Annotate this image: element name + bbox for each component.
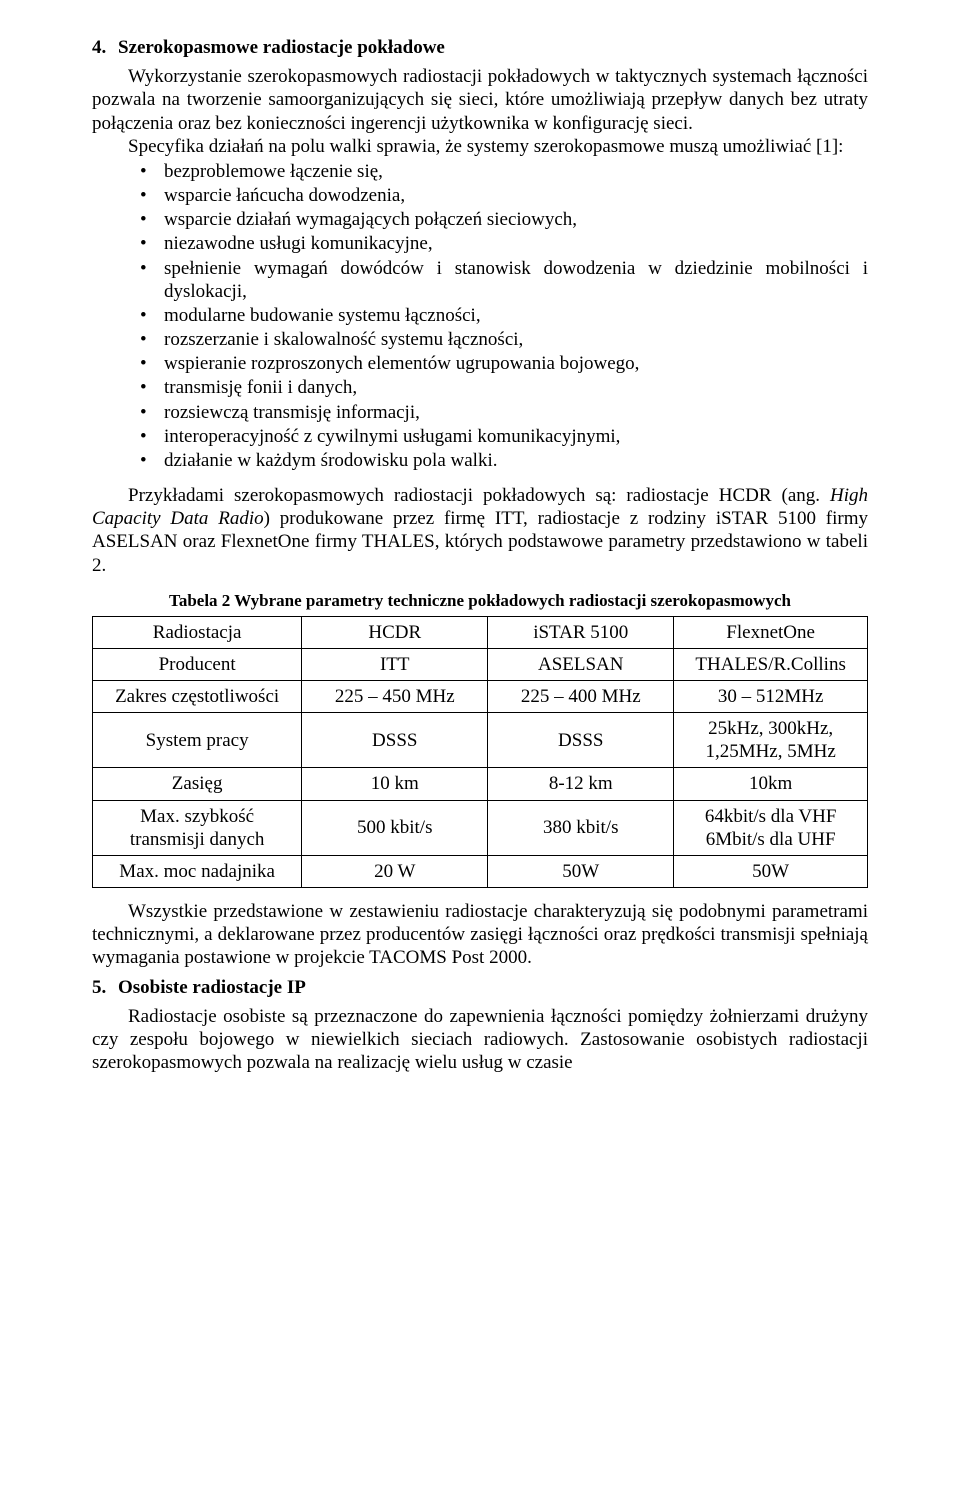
- table-cell: 25kHz, 300kHz, 1,25MHz, 5MHz: [674, 713, 868, 768]
- table-row: Producent ITT ASELSAN THALES/R.Collins: [93, 648, 868, 680]
- table-header-cell: iSTAR 5100: [488, 616, 674, 648]
- list-item: niezawodne usługi komunikacyjne,: [164, 232, 868, 255]
- table-cell: ITT: [302, 648, 488, 680]
- list-item: rozsiewczą transmisję informacji,: [164, 401, 868, 424]
- table-row: Max. moc nadajnika 20 W 50W 50W: [93, 855, 868, 887]
- table-cell: DSSS: [302, 713, 488, 768]
- section-5-heading: 5.Osobiste radiostacje IP: [92, 976, 868, 999]
- table-cell: System pracy: [93, 713, 302, 768]
- table-cell: ASELSAN: [488, 648, 674, 680]
- table-cell: 8-12 km: [488, 768, 674, 800]
- section-4-number: 4.: [92, 36, 118, 59]
- spacer: [92, 888, 868, 900]
- table-cell: DSSS: [488, 713, 674, 768]
- table-cell: 10 km: [302, 768, 488, 800]
- table-cell: Zakres częstotliwości: [93, 680, 302, 712]
- section-5-para-1: Radiostacje osobiste są przeznaczone do …: [92, 1005, 868, 1075]
- table-header-cell: FlexnetOne: [674, 616, 868, 648]
- table-cell: 64kbit/s dla VHF 6Mbit/s dla UHF: [674, 800, 868, 855]
- after-table-para: Wszystkie przedstawione w zestawieniu ra…: [92, 900, 868, 970]
- table-cell: 30 – 512MHz: [674, 680, 868, 712]
- section-5-number: 5.: [92, 976, 118, 999]
- table-row: Zakres częstotliwości 225 – 450 MHz 225 …: [93, 680, 868, 712]
- table-header-row: Radiostacja HCDR iSTAR 5100 FlexnetOne: [93, 616, 868, 648]
- table-cell: Max. szybkość transmisji danych: [93, 800, 302, 855]
- section-4-para-1: Wykorzystanie szerokopasmowych radiostac…: [92, 65, 868, 135]
- list-item: wsparcie łańcucha dowodzenia,: [164, 184, 868, 207]
- table-row: Max. szybkość transmisji danych 500 kbit…: [93, 800, 868, 855]
- table-cell: Producent: [93, 648, 302, 680]
- table-cell: 50W: [488, 855, 674, 887]
- table-cell: 380 kbit/s: [488, 800, 674, 855]
- list-item: bezproblemowe łączenie się,: [164, 160, 868, 183]
- list-item: rozszerzanie i skalowalność systemu łącz…: [164, 328, 868, 351]
- table-cell: 50W: [674, 855, 868, 887]
- list-item: spełnienie wymagań dowódców i stanowisk …: [164, 257, 868, 303]
- table-cell: Max. moc nadajnika: [93, 855, 302, 887]
- list-item: wsparcie działań wymagających połączeń s…: [164, 208, 868, 231]
- table-2-caption: Tabela 2 Wybrane parametry techniczne po…: [92, 591, 868, 612]
- table-cell: 500 kbit/s: [302, 800, 488, 855]
- table-cell: 225 – 400 MHz: [488, 680, 674, 712]
- table-2: Radiostacja HCDR iSTAR 5100 FlexnetOne P…: [92, 616, 868, 889]
- section-5-title: Osobiste radiostacje IP: [118, 977, 306, 998]
- list-item: modularne budowanie systemu łączności,: [164, 304, 868, 327]
- section-4-title: Szerokopasmowe radiostacje pokładowe: [118, 37, 445, 58]
- table-header-cell: Radiostacja: [93, 616, 302, 648]
- table-row: Zasięg 10 km 8-12 km 10km: [93, 768, 868, 800]
- table-cell: Zasięg: [93, 768, 302, 800]
- table-cell: THALES/R.Collins: [674, 648, 868, 680]
- list-item: interoperacyjność z cywilnymi usługami k…: [164, 425, 868, 448]
- section-4-para-3: Przykładami szerokopasmowych radiostacji…: [92, 484, 868, 577]
- page-content: 4.Szerokopasmowe radiostacje pokładowe W…: [0, 0, 960, 1496]
- table-row: System pracy DSSS DSSS 25kHz, 300kHz, 1,…: [93, 713, 868, 768]
- section-4-heading: 4.Szerokopasmowe radiostacje pokładowe: [92, 36, 868, 59]
- table-cell: 10km: [674, 768, 868, 800]
- list-item: działanie w każdym środowisku pola walki…: [164, 449, 868, 472]
- section-4-bullet-list: bezproblemowe łączenie się, wsparcie łań…: [92, 160, 868, 472]
- list-item: transmisję fonii i danych,: [164, 376, 868, 399]
- list-item: wspieranie rozproszonych elementów ugrup…: [164, 352, 868, 375]
- section-4-para-2: Specyfika działań na polu walki sprawia,…: [92, 135, 868, 158]
- table-header-cell: HCDR: [302, 616, 488, 648]
- table-cell: 20 W: [302, 855, 488, 887]
- table-cell: 225 – 450 MHz: [302, 680, 488, 712]
